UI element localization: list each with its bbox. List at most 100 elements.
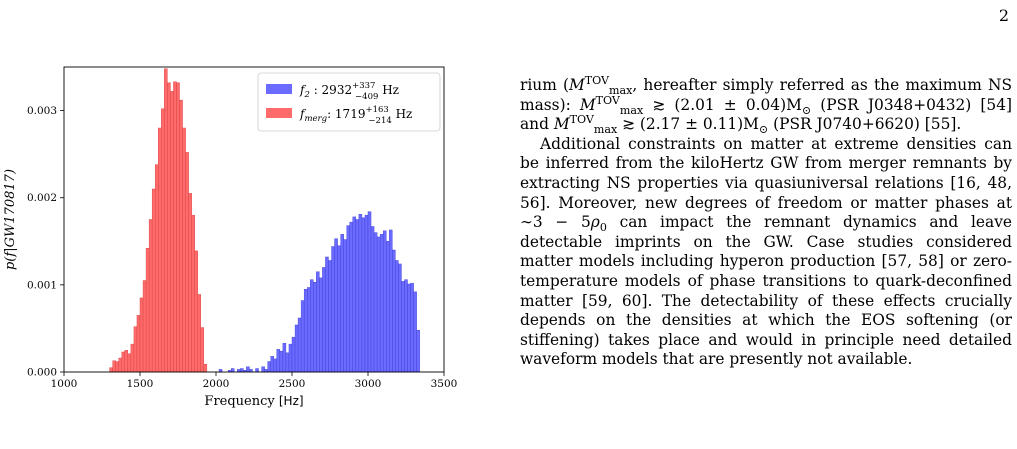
histogram-bar-f2 xyxy=(261,366,265,373)
histogram-bar-f2 xyxy=(276,349,281,373)
histogram-bar-f2 xyxy=(334,238,338,373)
histogram-bar-f2 xyxy=(300,300,305,373)
histogram-bar-f2 xyxy=(325,256,329,373)
histogram-bar-f2 xyxy=(413,291,417,373)
histogram-bar-f2 xyxy=(288,343,293,373)
histogram-bar-f2 xyxy=(343,239,347,373)
histogram-bar-fmerg xyxy=(200,327,205,373)
histogram-bar-f2 xyxy=(367,211,372,373)
y-axis-label: p(f|GW170817) xyxy=(3,169,18,270)
histogram-bar-f2 xyxy=(373,232,378,373)
histogram-bar-f2 xyxy=(316,271,320,373)
histogram-bar-fmerg xyxy=(167,82,171,373)
histogram-bar-fmerg xyxy=(133,326,138,373)
histogram-bar-fmerg xyxy=(173,81,177,373)
histogram-bar-f2 xyxy=(328,260,332,373)
histogram-bar-fmerg xyxy=(185,152,189,373)
histogram-bar-f2 xyxy=(383,230,387,373)
histogram-bar-f2 xyxy=(370,226,375,373)
histogram-bar-f2 xyxy=(297,317,302,373)
plot-frame xyxy=(63,66,445,373)
histogram-bar-f2 xyxy=(337,245,341,373)
x-tick-label: 3500 xyxy=(431,378,458,390)
histogram-bar-fmerg xyxy=(154,164,159,373)
legend-label-f2: f2 : 2932+337 −409 Hz xyxy=(299,81,399,102)
histogram-bar-f2 xyxy=(303,289,308,373)
histogram-bar-f2 xyxy=(389,229,393,373)
histogram-bar-f2 xyxy=(279,350,284,373)
histogram-bar-f2 xyxy=(379,234,384,373)
histogram-bar-f2 xyxy=(331,246,335,373)
histogram-bar-fmerg xyxy=(127,353,132,373)
histogram-bar-f2 xyxy=(395,260,399,373)
histogram-bar-fmerg xyxy=(121,351,126,373)
histogram-bar-fmerg xyxy=(158,127,162,373)
histogram-bar-f2 xyxy=(361,217,366,373)
histogram-bar-f2 xyxy=(285,352,290,373)
histogram-bar-fmerg xyxy=(197,294,201,373)
page-number: 2 xyxy=(998,6,1009,25)
body-text-column: rium (MTOVmax, hereafter simply referred… xyxy=(520,73,1012,370)
histogram-bar-fmerg xyxy=(188,193,192,373)
histogram-bar-fmerg xyxy=(151,188,156,373)
histogram-bar-fmerg xyxy=(145,248,150,373)
paragraph-continuation: rium (MTOVmax, hereafter simply referred… xyxy=(520,73,1012,137)
histogram-bar-f2 xyxy=(322,267,326,373)
histogram-bar-f2 xyxy=(392,249,396,373)
histogram-bar-fmerg xyxy=(139,297,144,373)
histogram-bar-f2 xyxy=(230,368,235,373)
x-tick-label: 2500 xyxy=(279,378,306,390)
histogram-bar-f2 xyxy=(355,219,360,373)
legend-swatch-f2 xyxy=(266,84,292,94)
histogram-bar-f2 xyxy=(282,343,287,373)
histogram-bar-fmerg xyxy=(142,280,147,373)
histogram-bar-f2 xyxy=(404,279,408,373)
histogram-bar-f2 xyxy=(340,234,344,373)
x-tick-label: 1000 xyxy=(51,378,78,390)
histogram-bar-f2 xyxy=(407,283,411,373)
x-tick-label: 2000 xyxy=(203,378,230,390)
y-tick-label: 0.001 xyxy=(27,279,57,291)
histogram-bar-f2 xyxy=(313,282,317,373)
histogram-bar-f2 xyxy=(307,287,311,373)
histogram-bar-f2 xyxy=(319,277,323,373)
histogram-bar-fmerg xyxy=(179,99,183,373)
histogram-bar-fmerg xyxy=(194,250,198,373)
histogram-bar-fmerg xyxy=(161,108,165,373)
histogram-bar-f2 xyxy=(310,279,314,373)
histogram-bar-fmerg xyxy=(130,343,135,373)
histogram-bar-f2 xyxy=(410,282,414,373)
histogram-bar-f2 xyxy=(255,368,259,373)
x-axis-label: Frequency [Hz] xyxy=(204,394,303,409)
histogram-bar-f2 xyxy=(346,225,350,373)
histogram-bar-f2 xyxy=(416,329,420,373)
histogram-bar-fmerg xyxy=(203,363,208,373)
histogram-bar-f2 xyxy=(291,336,296,373)
legend-swatch-fmerg xyxy=(266,108,292,118)
histogram-bar-f2 xyxy=(376,236,381,373)
histogram-bar-f2 xyxy=(246,366,250,373)
histogram-bar-f2 xyxy=(386,241,390,373)
histogram-bar-fmerg xyxy=(118,357,122,373)
histogram-bar-f2 xyxy=(401,281,405,373)
histogram-bar-f2 xyxy=(358,214,363,373)
y-tick-label: 0.000 xyxy=(27,367,57,379)
histogram-bar-f2 xyxy=(294,324,299,373)
histogram-bar-fmerg xyxy=(176,82,180,373)
histogram-bar-fmerg xyxy=(148,219,153,373)
histogram-bar-fmerg xyxy=(182,127,186,373)
histogram-bar-fmerg xyxy=(164,68,168,373)
histogram-bar-f2 xyxy=(240,368,244,373)
histogram-bar-fmerg xyxy=(191,214,195,373)
histogram-bar-fmerg xyxy=(124,350,129,373)
x-tick-label: 3000 xyxy=(355,378,382,390)
paragraph-constraints: Additional constraints on matter at extr… xyxy=(520,134,1012,369)
histogram-bar-fmerg xyxy=(112,360,116,373)
histogram-figure: 1000 1500 2000 2500 3000 3500 0.000 0.001 0.002 0… xyxy=(3,66,458,409)
legend-label-fmerg: fmerg: 1719+163 −214 Hz xyxy=(299,105,412,126)
histogram-bar-fmerg xyxy=(109,367,113,373)
y-tick-label: 0.003 xyxy=(27,105,57,117)
histogram-bar-f2 xyxy=(349,221,354,373)
histogram-bar-f2 xyxy=(352,216,357,373)
y-tick-label: 0.002 xyxy=(27,192,57,204)
